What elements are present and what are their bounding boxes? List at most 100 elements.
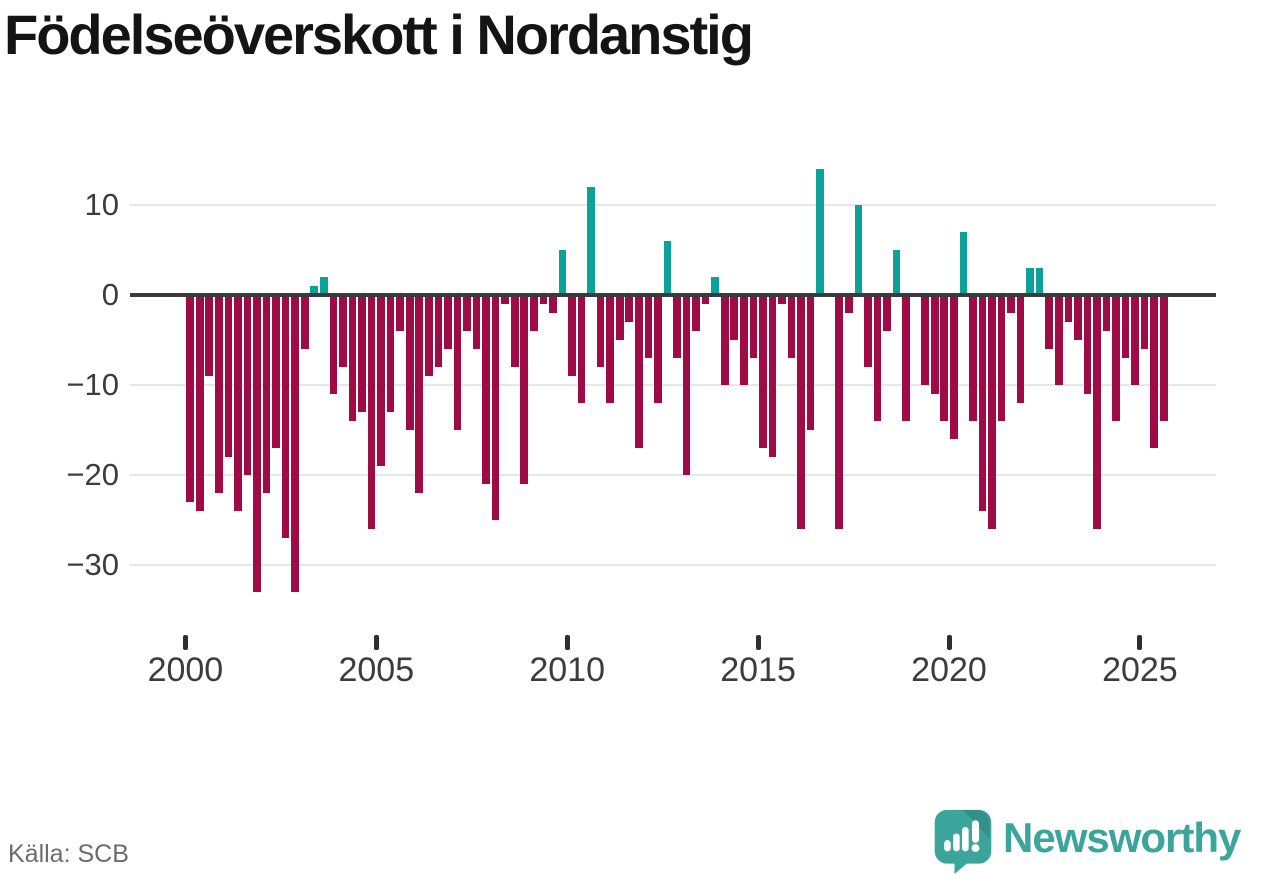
bar (463, 295, 471, 331)
bar (778, 295, 786, 304)
bar (348, 295, 357, 421)
bar (615, 295, 624, 340)
bar (1121, 295, 1130, 358)
bar (262, 295, 271, 493)
newsworthy-logo-icon (934, 809, 992, 874)
newsworthy-wordmark: Newsworthy (1003, 814, 1241, 861)
bar (845, 295, 853, 313)
y-axis-label: 10 (84, 187, 119, 222)
bar (415, 295, 424, 493)
x-axis-label: 2005 (338, 651, 415, 689)
bar (596, 295, 605, 367)
x-axis-label: 2010 (529, 651, 605, 689)
bar (787, 295, 796, 358)
bar (539, 295, 548, 304)
gridline-y--30 (130, 564, 1216, 566)
gridline-y--10 (130, 384, 1216, 386)
bar (453, 295, 462, 430)
bar (320, 277, 328, 295)
bar (501, 295, 509, 304)
bar (644, 295, 653, 358)
bar (978, 295, 987, 511)
bar (291, 295, 299, 592)
bar (253, 295, 261, 592)
bar (224, 295, 233, 457)
bar (673, 295, 681, 358)
bar (577, 295, 586, 403)
bar (768, 295, 777, 457)
bar (606, 295, 614, 403)
bar (358, 295, 366, 412)
bar (205, 295, 214, 376)
bar (243, 295, 252, 475)
bar (1112, 295, 1120, 421)
bar (892, 250, 901, 295)
bar (310, 286, 319, 295)
bar (682, 295, 691, 475)
bar (1150, 295, 1159, 448)
bar (988, 295, 996, 529)
logo-chart-bar-tall (962, 826, 969, 852)
bar (558, 250, 567, 295)
bar (1007, 295, 1015, 313)
bar (234, 295, 242, 511)
y-axis-label: −30 (66, 547, 119, 582)
bar (444, 295, 452, 349)
bar (816, 169, 824, 295)
bar (386, 295, 395, 412)
bar (377, 295, 385, 466)
x-axis-tick (946, 635, 952, 650)
x-axis-tick (755, 635, 761, 650)
bar (491, 295, 500, 520)
bar (902, 295, 910, 421)
logo-chart-bar-medium (953, 833, 960, 852)
bar (1074, 295, 1082, 340)
x-axis-tick (182, 635, 188, 650)
bar (482, 295, 490, 484)
x-axis-label: 2025 (1102, 651, 1178, 689)
bar (1045, 295, 1054, 349)
gridline-y--20 (130, 474, 1216, 476)
logo-exclamation-stem (971, 820, 980, 843)
zero-axis-line (130, 293, 1216, 297)
bar (730, 295, 739, 340)
bar (1083, 295, 1092, 394)
bar (835, 295, 844, 529)
bar (873, 295, 882, 421)
bar (549, 295, 557, 313)
bar (1093, 295, 1101, 529)
bar (1131, 295, 1139, 385)
bar (921, 295, 929, 385)
bar (854, 205, 863, 295)
bar (272, 295, 280, 448)
bar (969, 295, 977, 421)
bar (215, 295, 223, 493)
bar (692, 295, 700, 331)
bar (720, 295, 729, 385)
bar (1140, 295, 1149, 349)
bar (663, 241, 672, 295)
bar (806, 295, 815, 430)
y-axis-label: −10 (66, 367, 119, 402)
bar (329, 295, 338, 394)
bar (930, 295, 939, 394)
bar (959, 232, 968, 295)
bar (587, 187, 595, 295)
bar (1064, 295, 1073, 322)
bar (883, 295, 891, 331)
x-axis-label: 2020 (911, 651, 987, 689)
bar (950, 295, 958, 439)
x-axis-tick (373, 635, 379, 650)
bar (530, 295, 538, 331)
bar (1035, 268, 1044, 295)
page-title: Födelseöverskott i Nordanstig (4, 3, 754, 66)
y-axis-label: −20 (66, 457, 119, 492)
x-axis-tick (1137, 635, 1143, 650)
bar (300, 295, 309, 349)
bar (749, 295, 758, 358)
bar (740, 295, 748, 385)
bar (405, 295, 414, 430)
bar (997, 295, 1006, 421)
